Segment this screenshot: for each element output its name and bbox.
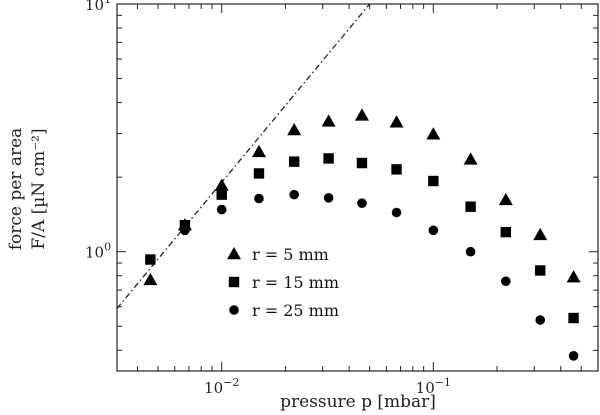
data-point-circle bbox=[568, 351, 579, 361]
data-point-triangle bbox=[566, 270, 581, 283]
data-point-circle bbox=[323, 193, 334, 203]
data-point-circle bbox=[391, 207, 402, 218]
data-point-triangle bbox=[498, 192, 513, 206]
data-point-square bbox=[428, 175, 439, 187]
legend: r = 5 mm r = 15 mm r = 25 mm bbox=[227, 245, 339, 320]
data-point-triangle bbox=[321, 114, 336, 127]
data-markers bbox=[143, 108, 581, 361]
data-point-square bbox=[391, 164, 402, 175]
series-circle bbox=[180, 189, 579, 361]
data-point-square bbox=[356, 157, 368, 169]
data-point-triangle bbox=[354, 108, 369, 121]
data-point-triangle bbox=[389, 115, 404, 128]
legend-marker-triangle bbox=[227, 247, 241, 260]
data-point-square bbox=[216, 189, 227, 200]
y-tick-label: 101 bbox=[85, 0, 111, 14]
y-tick-label: 100 bbox=[85, 241, 111, 262]
axis-tick-labels: 10−2 10−1 100 101 bbox=[85, 0, 451, 397]
plot-border bbox=[116, 3, 599, 372]
data-point-circle bbox=[254, 193, 264, 204]
data-point-triangle bbox=[533, 227, 548, 241]
data-point-circle bbox=[428, 225, 439, 236]
y-axis-label-line2: F/A [µN cm⁻²] bbox=[29, 128, 49, 249]
data-point-square bbox=[179, 219, 191, 231]
data-point-triangle bbox=[214, 178, 229, 191]
data-point-circle bbox=[535, 315, 546, 325]
data-point-triangle bbox=[143, 272, 158, 286]
data-point-circle bbox=[500, 276, 511, 287]
data-point-circle bbox=[465, 246, 476, 257]
reference-line bbox=[117, 4, 371, 309]
legend-label: r = 15 mm bbox=[252, 273, 339, 292]
x-tick-label: 10−1 bbox=[416, 376, 451, 397]
data-point-triangle bbox=[426, 127, 441, 140]
x-axis-label: pressure p [mbar] bbox=[280, 392, 436, 412]
data-point-triangle bbox=[287, 123, 302, 136]
data-point-circle bbox=[289, 189, 299, 200]
data-point-triangle bbox=[251, 144, 266, 158]
data-point-triangle bbox=[463, 152, 478, 165]
data-point-square bbox=[288, 156, 300, 167]
data-point-square bbox=[145, 254, 156, 265]
x-tick-label: 10−2 bbox=[204, 376, 239, 397]
series-square bbox=[145, 153, 579, 324]
data-point-square bbox=[465, 201, 476, 212]
data-point-square bbox=[535, 265, 546, 276]
data-point-square bbox=[500, 226, 511, 238]
legend-label: r = 25 mm bbox=[252, 301, 339, 320]
y-axis-label-line1: force per area bbox=[6, 128, 26, 251]
legend-label: r = 5 mm bbox=[252, 245, 329, 264]
legend-marker-circle bbox=[229, 305, 239, 315]
legend-marker-square bbox=[228, 276, 240, 288]
plot-frame bbox=[116, 3, 599, 372]
data-point-square bbox=[568, 312, 579, 324]
data-point-circle bbox=[216, 204, 227, 215]
axis-ticks bbox=[117, 3, 598, 371]
data-point-circle bbox=[180, 225, 190, 236]
data-point-circle bbox=[357, 198, 367, 208]
reference-line-group bbox=[117, 4, 371, 309]
data-point-square bbox=[323, 153, 334, 164]
data-point-square bbox=[253, 168, 265, 179]
